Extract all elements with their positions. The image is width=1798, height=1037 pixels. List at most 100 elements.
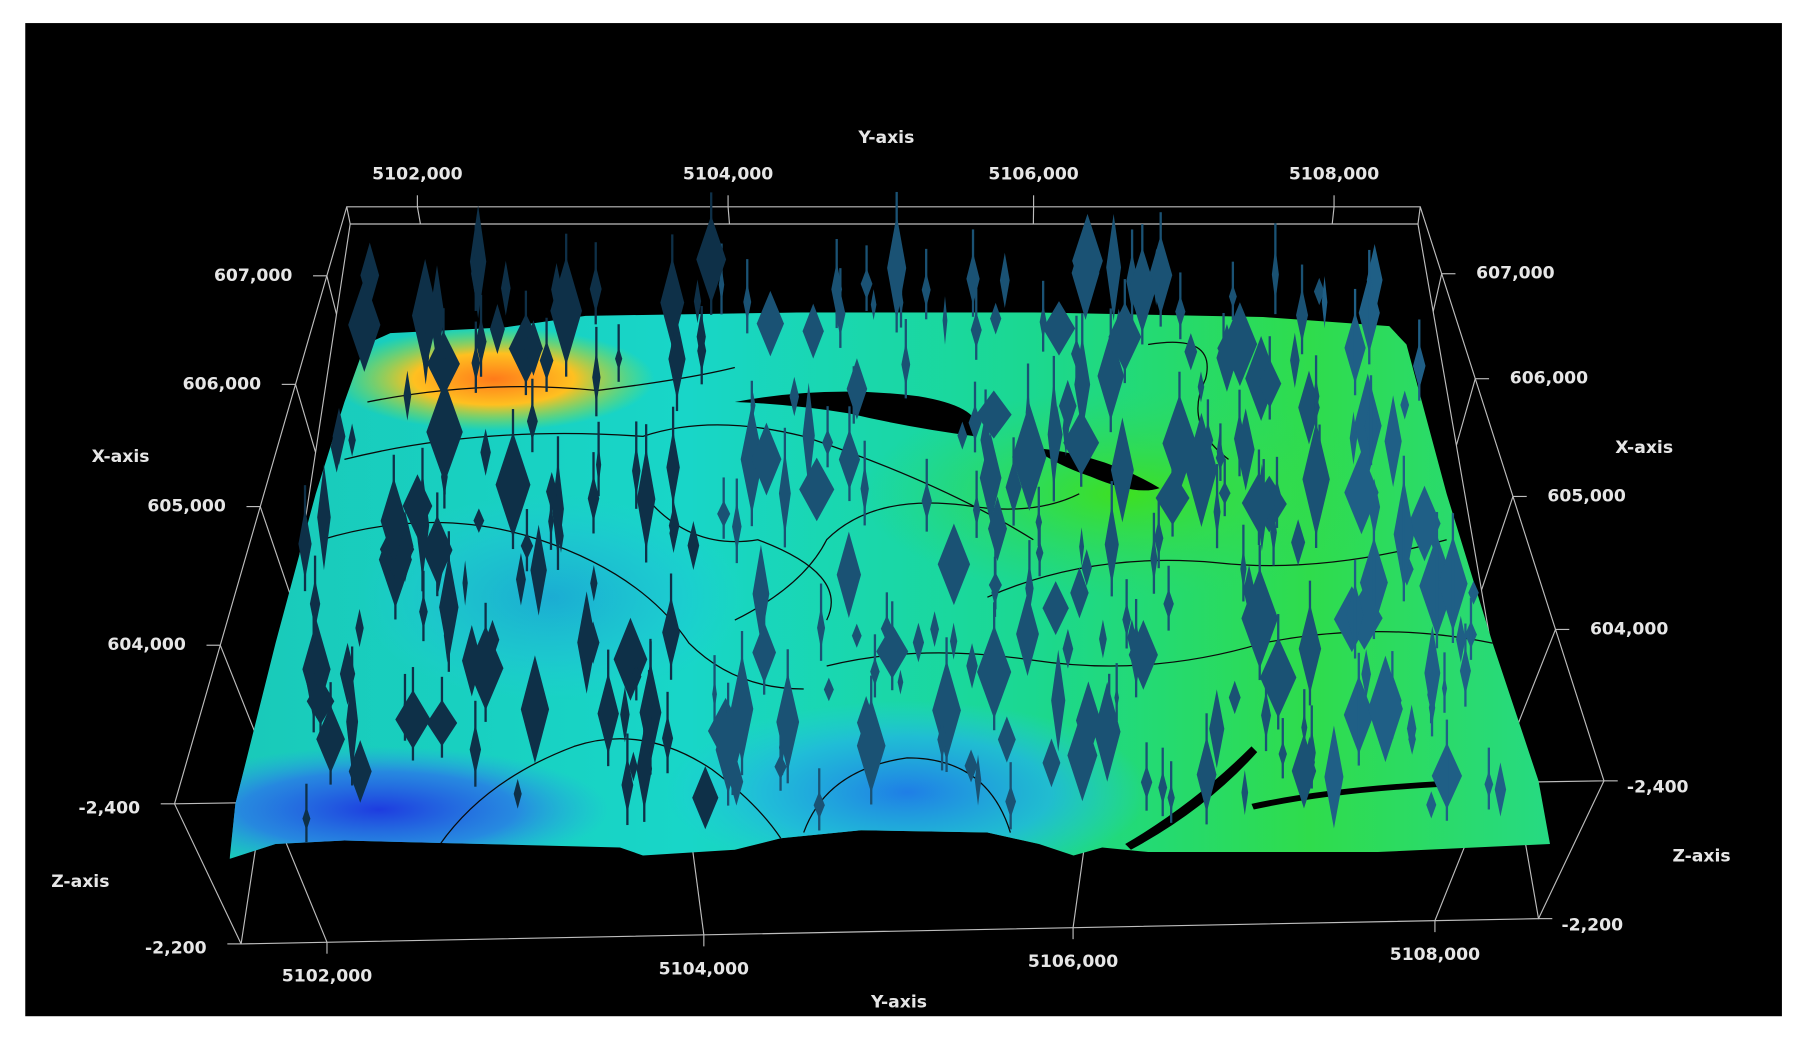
well-marker: [1408, 485, 1441, 562]
well-marker: [1042, 738, 1061, 788]
well-marker: [789, 376, 800, 417]
y-axis-title: Y-axis: [857, 128, 914, 148]
well-marker: [516, 552, 526, 606]
x-tick-label: 607,000: [214, 266, 292, 286]
well-spike: [819, 583, 823, 661]
well-spike: [484, 602, 487, 722]
well-spike: [994, 549, 997, 610]
well-marker: [620, 686, 630, 743]
well-spike: [312, 614, 315, 733]
well-marker: [348, 423, 356, 457]
well-spike: [975, 288, 978, 360]
well-marker: [360, 242, 380, 308]
well-marker: [802, 382, 815, 489]
x-tick-label: 607,000: [1476, 264, 1554, 284]
well-marker: [1368, 655, 1403, 763]
well-spike: [848, 406, 851, 502]
well-marker: [1110, 417, 1134, 523]
well-spike: [925, 458, 928, 532]
well-spike: [1219, 423, 1222, 481]
well-spike: [1109, 308, 1112, 433]
well-spike: [329, 682, 332, 785]
well-marker: [990, 302, 1002, 335]
well-spike: [595, 326, 598, 417]
well-spike: [786, 649, 789, 784]
well-spike: [870, 675, 873, 805]
box-edge: [1417, 206, 1421, 225]
well-spike: [1264, 668, 1268, 752]
x-axis-title: X-axis: [1615, 438, 1673, 458]
well-marker: [756, 290, 784, 357]
well-marker: [999, 252, 1010, 308]
well-spike: [597, 421, 600, 497]
contour: [435, 738, 782, 851]
well-spike: [626, 733, 629, 826]
box-edge: [1537, 780, 1605, 919]
grid-line: [294, 384, 317, 453]
surface-high: [332, 327, 655, 431]
well-spike: [1277, 614, 1280, 730]
well-marker: [317, 464, 331, 571]
well-marker: [1366, 243, 1383, 316]
well-marker: [937, 523, 971, 606]
well-spike: [645, 424, 648, 563]
z-tick-label: -2,400: [1627, 778, 1689, 798]
well-spike: [1353, 288, 1357, 396]
well-marker: [480, 428, 491, 476]
well-spike: [1242, 524, 1245, 602]
y-tick-label: 5108,000: [1289, 165, 1379, 185]
well-marker: [1243, 564, 1255, 616]
well-spike: [895, 191, 898, 333]
well-spike: [1037, 486, 1040, 546]
well-spike: [975, 470, 978, 538]
y-tick-label: 5102,000: [372, 165, 462, 185]
well-spike: [1152, 512, 1156, 594]
well-spike: [1303, 689, 1306, 755]
well-marker: [1042, 301, 1076, 356]
well-marker: [577, 591, 596, 694]
y-tick-label: 5106,000: [988, 165, 1078, 185]
z-axis-title: Z-axis: [51, 872, 109, 892]
well-marker: [1209, 689, 1225, 769]
well-spike: [1205, 713, 1208, 825]
well-spike: [863, 440, 866, 526]
x-tick-label: 606,000: [1510, 369, 1588, 389]
grid-line: [1432, 273, 1443, 312]
well-marker: [1062, 628, 1074, 669]
well-spike: [1123, 279, 1126, 384]
well-spike: [392, 454, 395, 576]
well-spike: [313, 555, 317, 641]
well-spike: [783, 427, 787, 548]
well-spike: [720, 243, 723, 315]
well-spike: [666, 691, 669, 774]
grid-line: [1455, 378, 1476, 446]
well-marker: [1456, 615, 1466, 663]
well-spike: [1157, 496, 1160, 569]
well-marker: [668, 502, 680, 549]
well-spike: [1357, 652, 1360, 766]
x-tick-label: 604,000: [107, 635, 185, 655]
y-tick-label: 5108,000: [1390, 945, 1480, 965]
surface-hole: [1251, 780, 1447, 810]
well-spike: [839, 268, 842, 348]
well-marker: [1291, 733, 1317, 809]
well-spike: [735, 478, 738, 564]
y-axis-title: Y-axis: [870, 992, 927, 1012]
well-spike: [422, 570, 425, 642]
well-spike: [818, 768, 821, 831]
well-marker: [485, 619, 500, 660]
well-spike: [1009, 762, 1012, 830]
well-spike: [973, 381, 977, 453]
grid-line: [259, 506, 294, 603]
box-edges: [174, 206, 1605, 945]
well-marker: [1426, 791, 1437, 819]
well-spike: [891, 601, 894, 691]
well-marker: [429, 265, 445, 365]
well-spike: [635, 641, 638, 701]
well-marker: [1075, 681, 1101, 760]
well-marker: [348, 277, 381, 372]
grid-line: [1480, 496, 1514, 591]
well-spike: [1281, 718, 1284, 779]
well-spike: [1042, 280, 1045, 352]
well-marker: [412, 258, 439, 373]
